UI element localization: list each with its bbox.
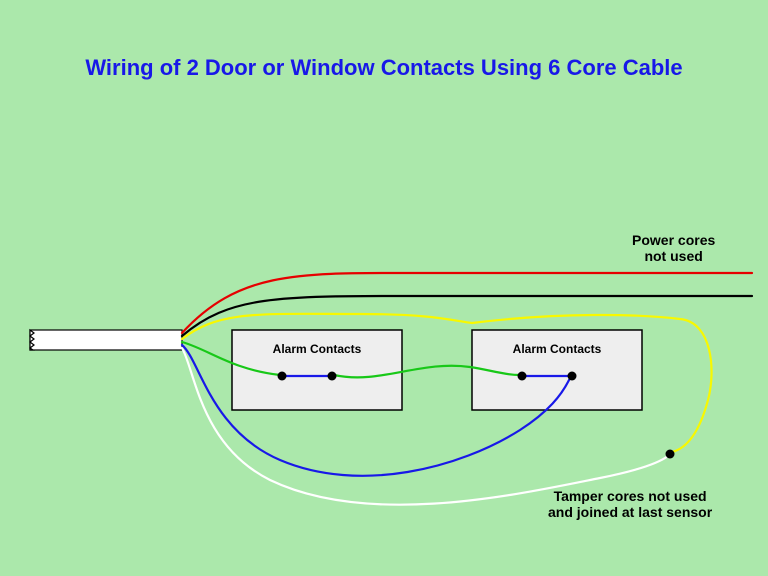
label-power-line2: not used bbox=[644, 248, 702, 264]
label-tamper-cores: Tamper cores not used and joined at last… bbox=[548, 488, 712, 520]
terminal-box2-right bbox=[568, 372, 577, 381]
label-tamper-line2: and joined at last sensor bbox=[548, 504, 712, 520]
terminal-box1-left bbox=[278, 372, 287, 381]
diagram-canvas: Wiring of 2 Door or Window Contacts Usin… bbox=[0, 0, 768, 576]
terminal-box2-left bbox=[518, 372, 527, 381]
box2-label: Alarm Contacts bbox=[472, 342, 642, 356]
terminal-tamper-join bbox=[666, 450, 675, 459]
label-tamper-line1: Tamper cores not used bbox=[554, 488, 707, 504]
diagram-title: Wiring of 2 Door or Window Contacts Usin… bbox=[0, 55, 768, 81]
label-power-line1: Power cores bbox=[632, 232, 715, 248]
cable-sheath bbox=[30, 330, 182, 350]
box1-label: Alarm Contacts bbox=[232, 342, 402, 356]
terminal-box1-right bbox=[328, 372, 337, 381]
label-power-cores: Power cores not used bbox=[632, 232, 715, 264]
